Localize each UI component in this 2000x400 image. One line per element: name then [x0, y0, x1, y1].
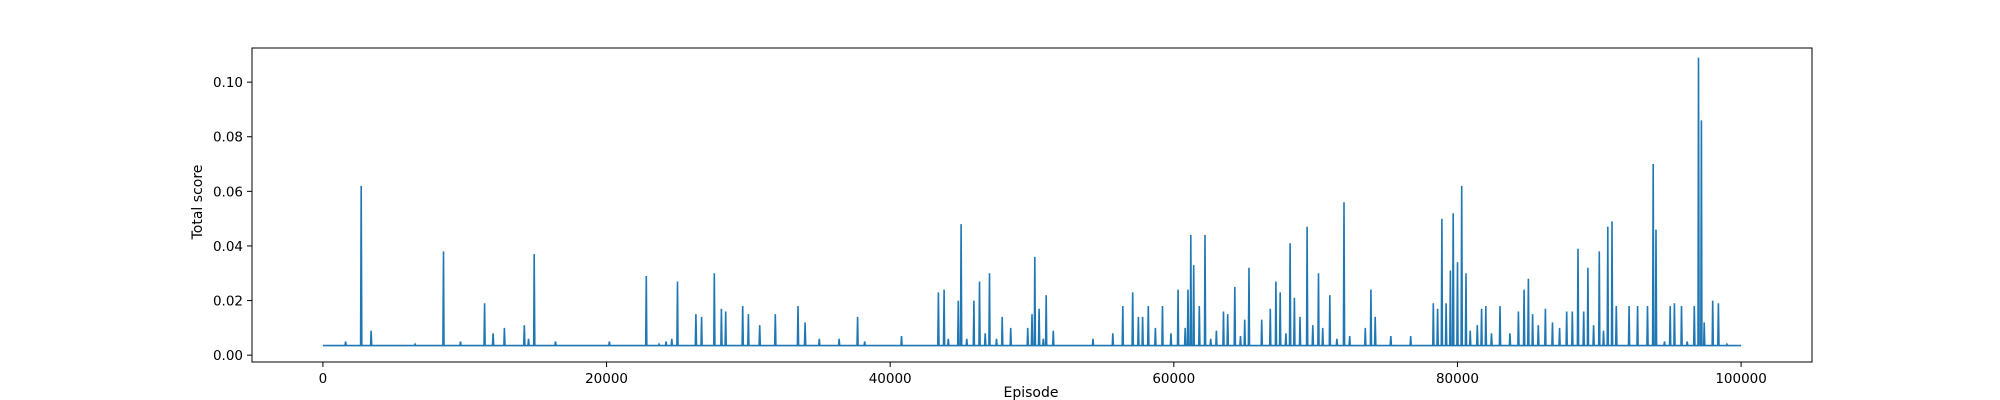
x-axis-label: Episode: [1004, 385, 1059, 400]
y-tick-label: 0.04: [213, 239, 243, 255]
x-tick-label: 40000: [869, 371, 912, 387]
x-tick-label: 80000: [1436, 371, 1479, 387]
y-tick-label: 0.06: [213, 184, 243, 200]
y-axis-label: Total score: [190, 165, 206, 241]
x-axis-ticks: 0 20000 40000 60000 80000 100000: [319, 362, 1767, 387]
y-tick-label: 0.00: [213, 348, 243, 364]
series-line-0: [322, 57, 1742, 347]
y-tick-label: 0.08: [213, 130, 243, 146]
x-tick-label: 0: [319, 371, 328, 387]
x-tick-label: 60000: [1152, 371, 1195, 387]
y-tick-label: 0.02: [213, 294, 243, 310]
y-axis-ticks: 0.00 0.02 0.04 0.06 0.08 0.10: [213, 75, 252, 364]
plot-area: [251, 47, 1813, 363]
x-tick-label: 20000: [585, 371, 628, 387]
axes-frame: [251, 47, 1813, 363]
x-tick-label: 100000: [1715, 371, 1767, 387]
y-tick-label: 0.10: [213, 75, 243, 91]
